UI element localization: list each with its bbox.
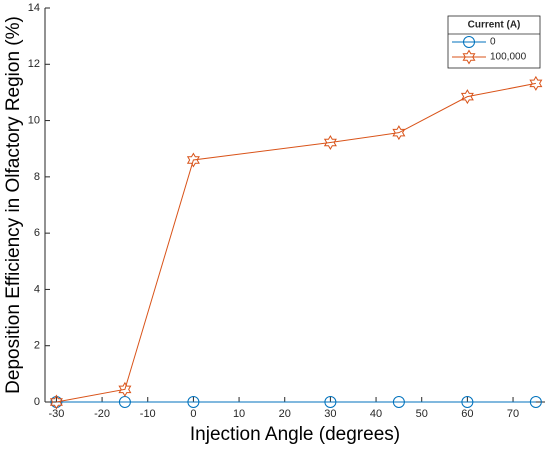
marker <box>529 396 542 408</box>
y-tick-label: 0 <box>34 396 40 408</box>
x-axis-label: Injection Angle (degrees) <box>190 424 400 445</box>
marker <box>323 135 337 151</box>
legend-marker <box>462 49 476 65</box>
y-tick-label: 2 <box>34 340 40 352</box>
marker <box>187 396 200 408</box>
y-tick-label: 14 <box>28 2 40 14</box>
y-tick-label: 10 <box>28 114 40 126</box>
x-tick-label: 20 <box>279 408 291 420</box>
x-tick-label: 40 <box>370 408 382 420</box>
y-tick-label: 6 <box>34 227 40 239</box>
y-tick-label: 4 <box>34 283 40 295</box>
legend-label: 100,000 <box>490 52 527 63</box>
x-tick-label: 0 <box>190 408 196 420</box>
marker <box>49 394 63 410</box>
x-tick-label: 10 <box>233 408 245 420</box>
y-tick-label: 8 <box>34 171 40 183</box>
x-tick-label: 30 <box>324 408 336 420</box>
marker <box>529 75 543 91</box>
legend: Current (A) 0 100,000 <box>447 15 541 69</box>
y-tick-label: 12 <box>28 58 40 70</box>
marker <box>392 125 406 141</box>
plot-area <box>45 8 545 402</box>
x-tick-label: 50 <box>416 408 428 420</box>
marker <box>324 396 337 408</box>
marker <box>186 152 200 168</box>
marker <box>392 396 405 408</box>
x-tick-label: 60 <box>461 408 473 420</box>
x-tick-label: -10 <box>140 408 156 420</box>
legend-marker <box>463 36 475 48</box>
marker <box>461 396 474 408</box>
y-axis-label: Deposition Efficiency in Olfactory Regio… <box>3 16 24 394</box>
marker <box>460 89 474 105</box>
series-line <box>56 82 536 403</box>
legend-title: Current (A) <box>468 20 521 31</box>
x-tick-label: -30 <box>48 408 64 420</box>
legend-label: 0 <box>490 37 496 48</box>
x-tick-label: 70 <box>507 408 519 420</box>
marker <box>118 381 132 397</box>
x-tick-label: -20 <box>94 408 110 420</box>
